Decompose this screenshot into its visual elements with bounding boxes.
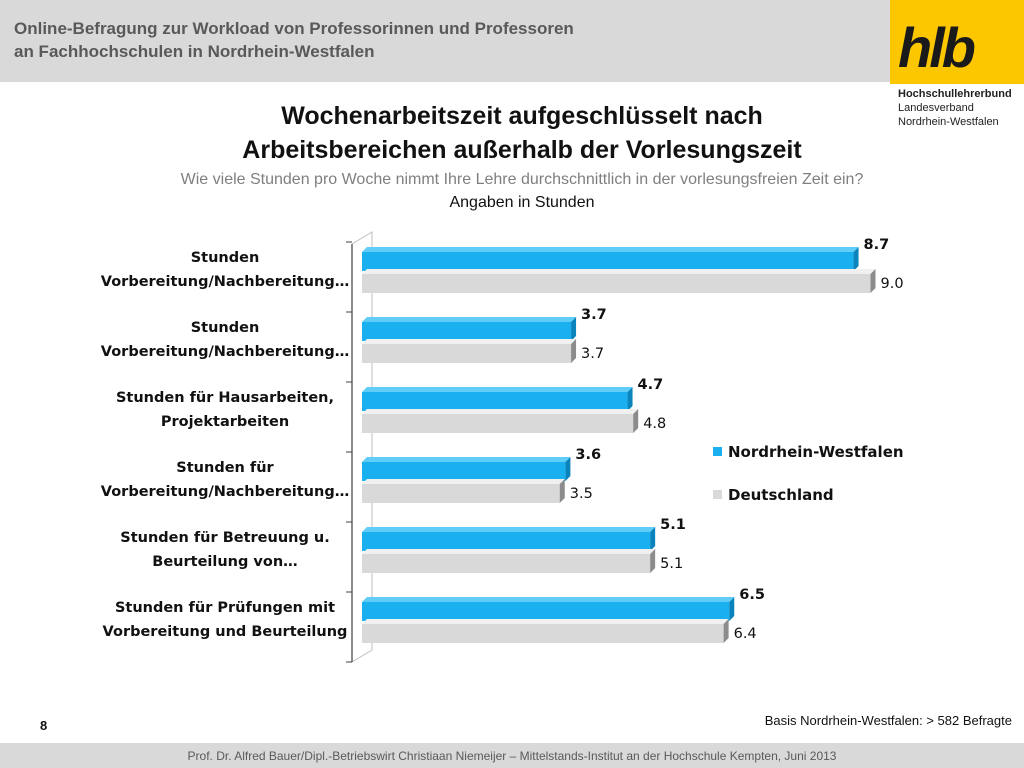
category-label-line: Projektarbeiten (161, 414, 289, 430)
data-label-nrw: 8.7 (864, 237, 890, 253)
bar-top-face (362, 409, 639, 414)
hlb-logo-text: hlb (898, 16, 976, 79)
bar-side-face (729, 597, 735, 621)
bar-side-face (650, 549, 656, 573)
bar-top-face (362, 527, 656, 532)
unit-note: Angaben in Stunden (449, 194, 595, 211)
bar-nrw (362, 322, 572, 341)
category-label-line: Vorbereitung/Nachbereitung… (101, 274, 349, 290)
category-label-line: Vorbereitung/Nachbereitung… (101, 344, 349, 360)
header-line-2: an Fachhochschulen in Nordrhein-Westfale… (14, 42, 375, 61)
hlb-logo (890, 0, 1024, 84)
legend-label-nrw: Nordrhein-Westfalen (728, 443, 904, 461)
bar-top-face (362, 269, 876, 274)
data-label-nrw: 3.7 (581, 307, 607, 323)
category-label-line: Vorbereitung und Beurteilung (103, 624, 348, 640)
category-label-line: Stunden für (176, 460, 274, 476)
category-label: Stunden für Hausarbeiten, Projektarbeiten (116, 390, 334, 430)
data-label-de: 5.1 (660, 556, 683, 572)
legend-swatch-nrw (713, 447, 722, 456)
bar-top-face (362, 247, 859, 252)
data-label-nrw: 6.5 (739, 587, 765, 603)
category-label: Stunden für Betreuung u. Beurteilung von… (120, 530, 329, 570)
bar-de (362, 554, 651, 573)
legend-label-de: Deutschland (728, 486, 834, 504)
bar-de (362, 414, 634, 433)
category-label-line: Beurteilung von… (152, 554, 297, 570)
category-label-line: Vorbereitung/Nachbereitung… (101, 484, 349, 500)
bar-chart: Stunden Vorbereitung/Nachbereitung… 8.7 9.0… (101, 231, 904, 663)
bar-top-face (362, 317, 577, 322)
data-label-nrw: 5.1 (660, 517, 686, 533)
bar-top-face (362, 549, 656, 554)
data-label-nrw: 3.6 (575, 447, 601, 463)
bar-de (362, 344, 572, 363)
bar-nrw (362, 392, 628, 411)
bar-de (362, 484, 560, 503)
slide-title-line-2: Arbeitsbereichen außerhalb der Vorlesung… (242, 136, 802, 164)
category-label-line: Stunden für Hausarbeiten, (116, 390, 334, 406)
legend-swatch-de (713, 490, 722, 499)
category-label: Stunden für Vorbereitung/Nachbereitung… (101, 460, 349, 500)
bar-side-face (723, 619, 729, 643)
bar-top-face (362, 597, 735, 602)
bar-side-face (627, 387, 633, 411)
data-label-nrw: 4.7 (638, 377, 664, 393)
sample-basis-note: Basis Nordrhein-Westfalen: > 582 Befragt… (764, 713, 1012, 728)
legend-item-nrw: Nordrhein-Westfalen (713, 443, 904, 461)
category-label: Stunden Vorbereitung/Nachbereitung… (101, 320, 349, 360)
header-band (0, 0, 890, 82)
bar-nrw (362, 462, 566, 481)
bar-side-face (559, 479, 565, 503)
bar-top-face (362, 457, 571, 462)
bar-side-face (571, 339, 577, 363)
data-label-de: 4.8 (643, 416, 666, 432)
org-subtitle-1: Landesverband (898, 102, 974, 114)
data-label-de: 3.5 (570, 486, 593, 502)
data-label-de: 6.4 (734, 626, 757, 642)
category-label-line: Stunden (191, 250, 260, 266)
header-line-1: Online-Befragung zur Workload von Profes… (14, 19, 574, 38)
page-number: 8 (40, 718, 48, 733)
category-label: Stunden für Prüfungen mit Vorbereitung un… (103, 600, 348, 640)
bar-side-face (853, 247, 859, 271)
org-subtitle-2: Nordrhein-Westfalen (898, 116, 999, 128)
bar-side-face (870, 269, 876, 293)
bar-nrw (362, 532, 651, 551)
category-label: Stunden Vorbereitung/Nachbereitung… (101, 250, 349, 290)
bar-top-face (362, 339, 577, 344)
data-label-de: 9.0 (881, 276, 904, 292)
bar-top-face (362, 479, 565, 484)
bar-top-face (362, 387, 633, 392)
bar-side-face (571, 317, 577, 341)
bar-nrw (362, 252, 854, 271)
legend-item-de: Deutschland (713, 486, 834, 504)
bar-side-face (650, 527, 656, 551)
bar-side-face (565, 457, 571, 481)
bar-de (362, 274, 871, 293)
survey-question: Wie viele Stunden pro Woche nimmt Ihre L… (180, 171, 864, 188)
bar-de (362, 624, 724, 643)
data-label-de: 3.7 (581, 346, 604, 362)
org-name: Hochschullehrerbund (898, 88, 1012, 100)
slide-title-line-1: Wochenarbeitszeit aufgeschlüsselt nach (281, 102, 763, 130)
footer-band (0, 743, 1024, 768)
category-label-line: Stunden (191, 320, 260, 336)
bar-side-face (633, 409, 639, 433)
footer-credit: Prof. Dr. Alfred Bauer/Dipl.-Betriebswir… (187, 749, 837, 763)
category-label-line: Stunden für Betreuung u. (120, 530, 329, 546)
bar-top-face (362, 619, 729, 624)
bar-nrw (362, 602, 730, 621)
category-label-line: Stunden für Prüfungen mit (115, 600, 335, 616)
